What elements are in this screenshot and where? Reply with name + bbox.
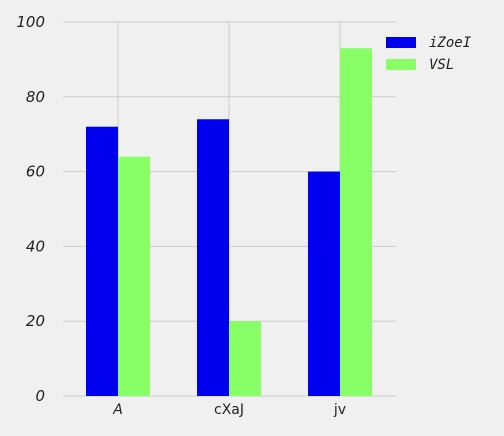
legend-label: iZoeI (429, 35, 472, 51)
y-tick-label: 80 (26, 88, 45, 106)
bar-iZoeI-jv (308, 171, 340, 396)
legend: iZoeI VSL (386, 35, 472, 73)
bar-VSL-jv (340, 48, 372, 397)
bars (86, 48, 372, 397)
x-tick-label: A (112, 402, 123, 418)
legend-label: VSL (429, 57, 454, 73)
bar-iZoeI-A (86, 126, 118, 396)
legend-swatch (386, 59, 416, 70)
x-tick-label: cXaJ (214, 402, 244, 418)
y-tick-label: 100 (16, 13, 45, 31)
y-tick-label: 0 (35, 387, 45, 405)
y-axis-ticks: 0 20 40 60 80 100 (16, 13, 45, 405)
y-tick-label: 20 (26, 312, 45, 330)
x-tick-label: jv (333, 402, 346, 418)
y-tick-label: 40 (26, 237, 45, 255)
bar-iZoeI-cXaJ (197, 119, 229, 397)
bar-VSL-cXaJ (229, 321, 261, 396)
y-tick-label: 60 (26, 163, 45, 181)
legend-swatch (386, 37, 416, 48)
bar-VSL-A (118, 156, 150, 396)
